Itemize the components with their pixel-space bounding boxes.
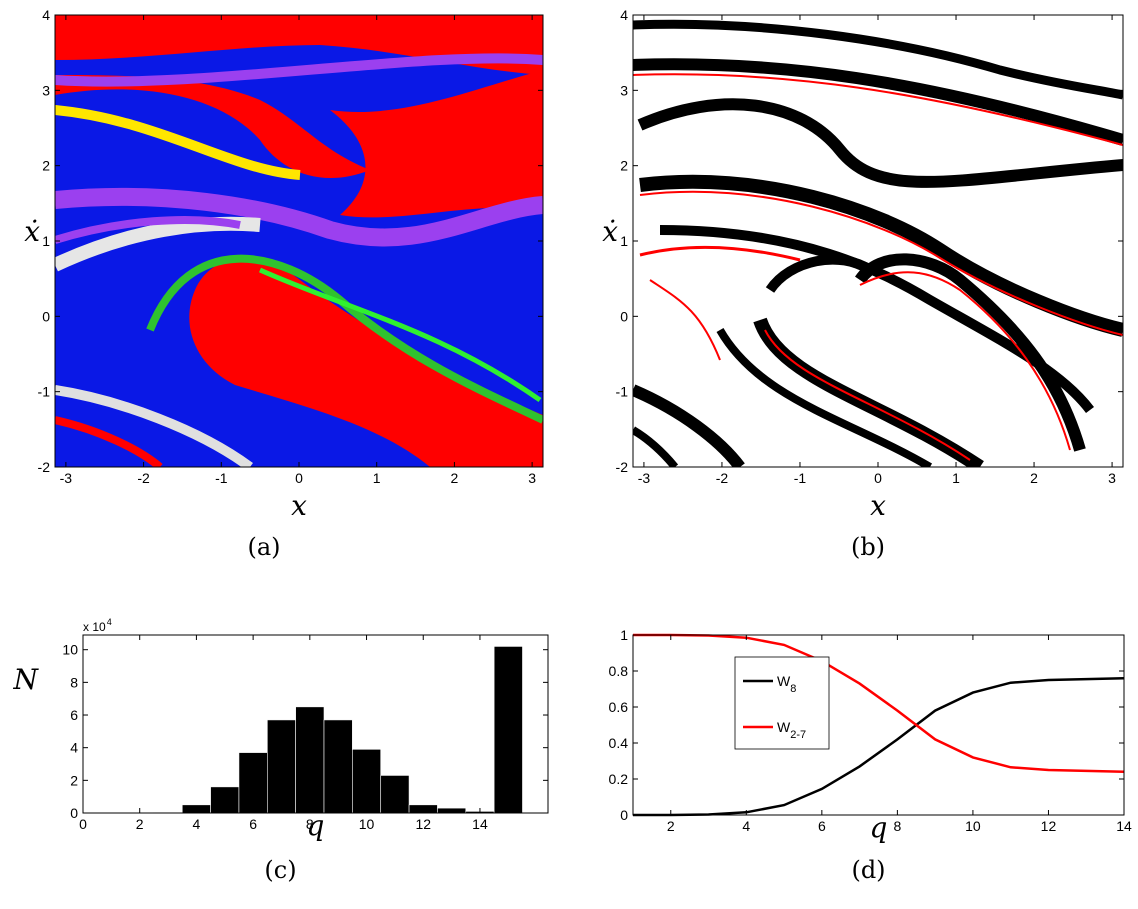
x-tick-label: 12 (415, 816, 431, 832)
x-tick-label: 12 (1041, 818, 1057, 834)
legend-label-subscript: 8 (790, 683, 796, 695)
y-tick-label: 3 (620, 82, 628, 98)
x-tick-label: 3 (1108, 470, 1116, 486)
x-tick-label: 4 (742, 818, 750, 834)
y-multiplier-exponent: 4 (107, 617, 112, 627)
basin-image-a (55, 15, 543, 467)
x-tick-label: 14 (472, 816, 488, 832)
x-tick-label: 8 (306, 816, 314, 832)
x-axis-label: q (307, 809, 325, 842)
x-tick-label: -2 (137, 470, 150, 486)
x-tick-label: 0 (874, 470, 882, 486)
y-tick-label: 0.8 (609, 663, 629, 679)
series-line (633, 676, 1125, 817)
y-tick-label: 0.2 (609, 771, 629, 787)
y-tick-label: 1 (620, 233, 628, 249)
y-tick-label: 0 (620, 308, 628, 324)
x-tick-label: 10 (359, 816, 375, 832)
y-axis-label: N (13, 663, 40, 696)
x-tick-label: 2 (1030, 470, 1038, 486)
y-tick-label: 8 (70, 674, 78, 690)
histogram-bar (380, 775, 410, 814)
x-axis-label: q (870, 811, 888, 844)
legend-label-subscript: 2-7 (790, 729, 806, 741)
y-tick-label: 0.4 (609, 735, 629, 751)
y-tick-label: -2 (616, 459, 629, 475)
legend-label: W (777, 719, 791, 735)
x-tick-label: 14 (1116, 818, 1132, 834)
x-tick-label: -3 (638, 470, 651, 486)
x-tick-label: 4 (193, 816, 201, 832)
x-tick-label: 2 (136, 816, 144, 832)
x-tick-label: -1 (215, 470, 228, 486)
x-tick-label: 1 (373, 470, 381, 486)
x-tick-label: -3 (60, 470, 73, 486)
legend-box (734, 656, 830, 750)
x-tick-label: 0 (295, 470, 303, 486)
x-tick-label: 6 (249, 816, 257, 832)
y-tick-label: 10 (62, 642, 78, 658)
y-tick-label: 0.6 (609, 699, 629, 715)
y-tick-label: 2 (70, 772, 78, 788)
x-tick-label: 8 (893, 818, 901, 834)
x-tick-label: -2 (716, 470, 729, 486)
x-axis-label: x (291, 489, 307, 522)
y-tick-label: 4 (70, 740, 78, 756)
histogram-bar (266, 719, 296, 814)
panel-caption: (c) (264, 856, 296, 884)
x-tick-label: 0 (79, 816, 87, 832)
histogram-bar (323, 719, 353, 814)
y-tick-label: 0 (70, 805, 78, 821)
axes-box (632, 634, 1125, 816)
legend-label: W (777, 673, 791, 689)
histogram-bar (352, 749, 382, 814)
y-tick-label: 0 (620, 807, 628, 823)
y-tick-label: 6 (70, 707, 78, 723)
y-axis-label: ẋ (602, 215, 618, 248)
y-tick-label: 1 (42, 233, 50, 249)
x-tick-label: 2 (667, 818, 675, 834)
x-tick-label: -1 (794, 470, 807, 486)
y-tick-label: -2 (38, 459, 51, 475)
y-multiplier: x 10 (83, 620, 106, 634)
x-axis-label: x (870, 489, 886, 522)
histogram-bar (437, 807, 467, 814)
x-tick-label: 6 (818, 818, 826, 834)
x-tick-label: 10 (965, 818, 981, 834)
y-tick-label: 0 (42, 308, 50, 324)
y-tick-label: -1 (616, 384, 629, 400)
y-tick-label: 3 (42, 82, 50, 98)
y-tick-label: 1 (620, 627, 628, 643)
histogram-bar (295, 706, 325, 814)
basin-image-b (633, 15, 1123, 467)
histogram-bar (493, 646, 523, 814)
axes-box (82, 634, 549, 814)
y-tick-label: 2 (620, 158, 628, 174)
panel-caption: (d) (851, 856, 885, 884)
panel-caption: (a) (247, 533, 280, 561)
histogram-bar (238, 752, 268, 814)
x-tick-label: 3 (528, 470, 536, 486)
panel-caption: (b) (851, 533, 885, 561)
y-tick-label: 2 (42, 158, 50, 174)
y-tick-label: -1 (38, 384, 51, 400)
series-line (633, 633, 1125, 774)
x-tick-label: 1 (952, 470, 960, 486)
x-tick-label: 2 (451, 470, 459, 486)
histogram-bar (210, 786, 240, 814)
y-axis-label: ẋ (24, 215, 40, 248)
y-tick-label: 4 (620, 7, 628, 23)
y-tick-label: 4 (42, 7, 50, 23)
